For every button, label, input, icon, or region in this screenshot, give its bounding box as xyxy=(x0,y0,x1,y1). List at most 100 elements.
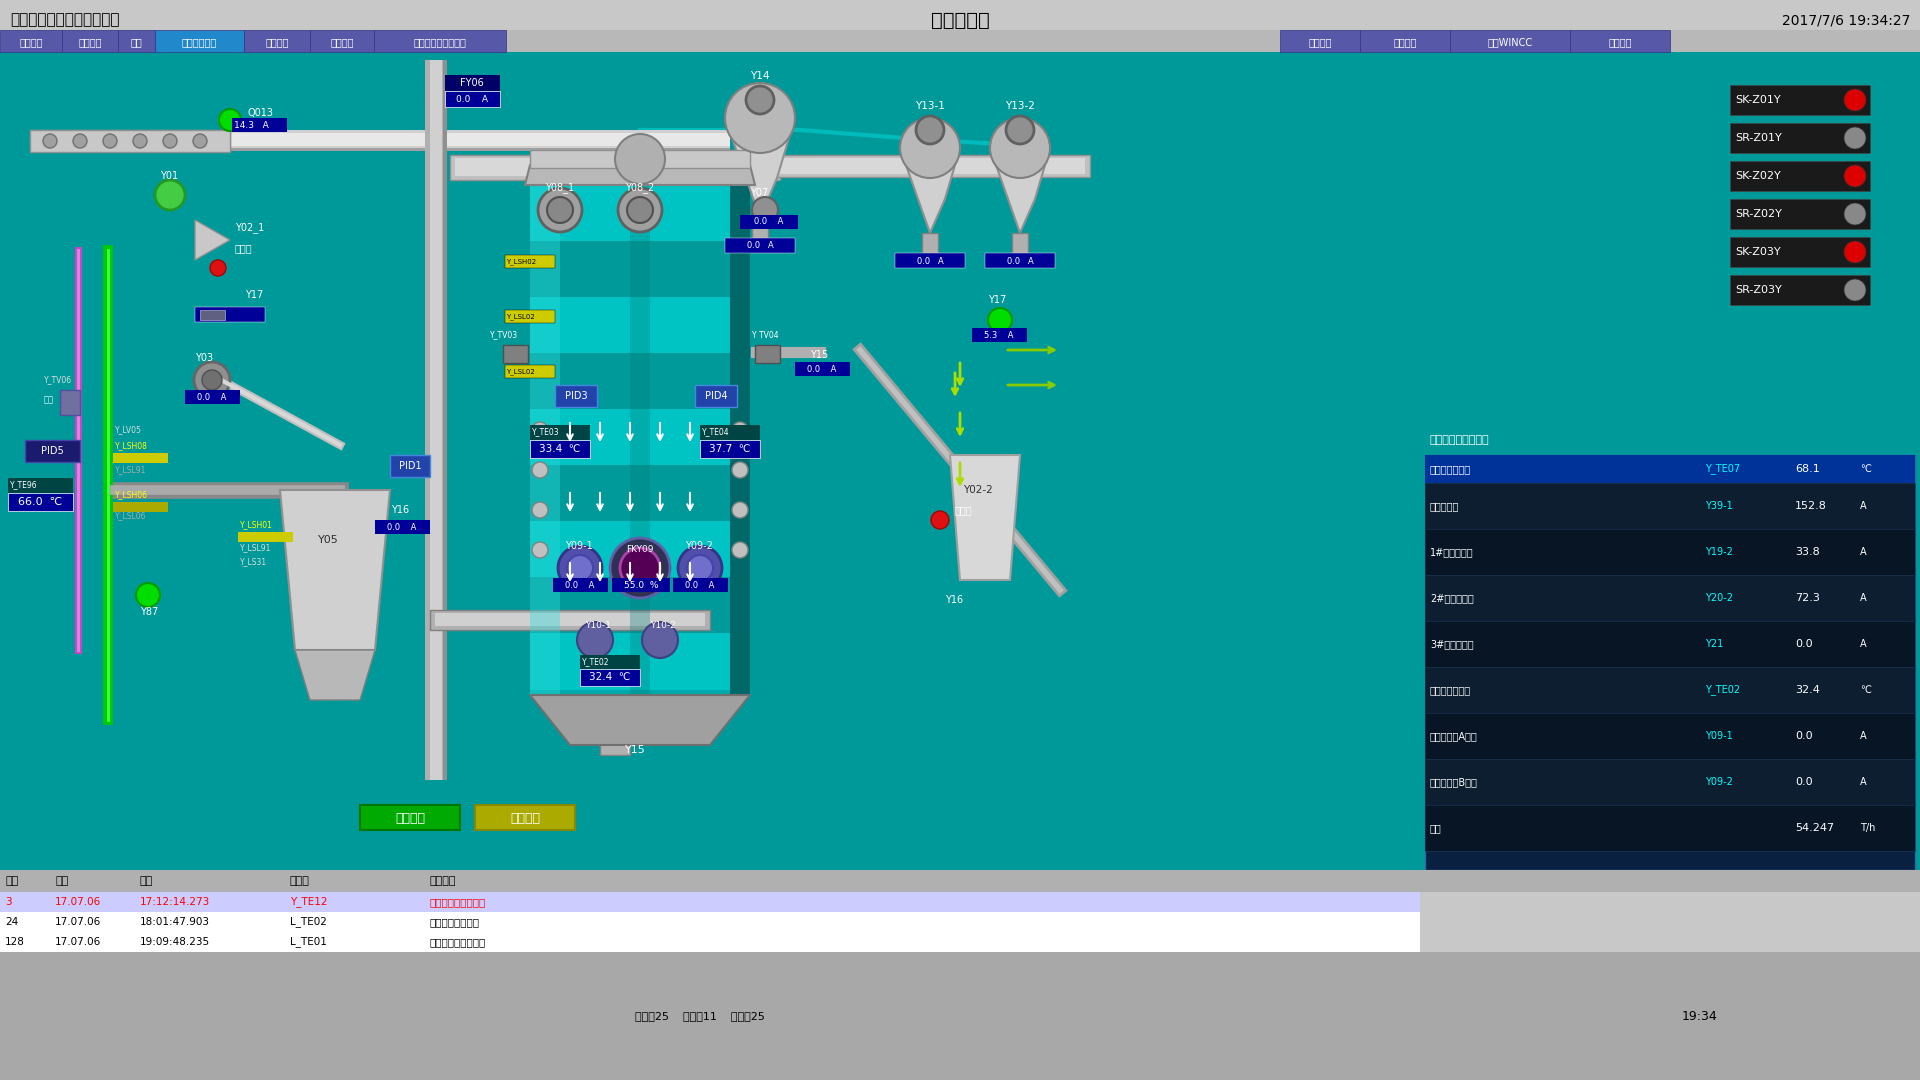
Text: Y_TV03: Y_TV03 xyxy=(490,330,518,339)
Text: Y02_1: Y02_1 xyxy=(234,222,265,233)
Text: A: A xyxy=(1860,777,1866,787)
Text: 蒸汽系统: 蒸汽系统 xyxy=(79,37,102,48)
Bar xyxy=(530,185,561,696)
Bar xyxy=(0,30,61,52)
Bar xyxy=(232,118,286,132)
Text: 5.3    A: 5.3 A xyxy=(985,330,1014,339)
Bar xyxy=(530,353,751,410)
Circle shape xyxy=(747,86,774,114)
Text: 压胚膨化: 压胚膨化 xyxy=(330,37,353,48)
Text: Y09-2: Y09-2 xyxy=(1705,777,1734,787)
Circle shape xyxy=(1843,241,1866,264)
Text: 清理: 清理 xyxy=(131,37,142,48)
Polygon shape xyxy=(726,118,795,218)
Text: Y_LV05: Y_LV05 xyxy=(115,426,142,434)
Bar xyxy=(117,30,156,52)
Bar xyxy=(1425,805,1914,851)
Circle shape xyxy=(538,188,582,232)
Circle shape xyxy=(194,134,207,148)
Bar xyxy=(244,30,309,52)
Polygon shape xyxy=(296,650,374,700)
Circle shape xyxy=(614,134,664,184)
Bar xyxy=(1730,123,1870,153)
Bar xyxy=(0,892,1421,912)
Bar xyxy=(530,633,751,690)
Text: 0.0    A: 0.0 A xyxy=(388,523,417,531)
Text: Y_LSL91: Y_LSL91 xyxy=(240,543,271,553)
Circle shape xyxy=(156,180,184,210)
Text: Y19-2: Y19-2 xyxy=(1705,546,1734,557)
Text: A: A xyxy=(1860,501,1866,511)
Text: Y07: Y07 xyxy=(751,188,768,198)
Polygon shape xyxy=(991,148,1050,233)
Bar xyxy=(1425,713,1914,759)
Polygon shape xyxy=(280,490,390,650)
Bar xyxy=(31,130,730,150)
Text: 烘干调制塔B电流: 烘干调制塔B电流 xyxy=(1430,777,1478,787)
Bar xyxy=(0,52,1920,870)
Text: 18:01:47.903: 18:01:47.903 xyxy=(140,917,209,927)
Text: 浸出班长: 浸出班长 xyxy=(1609,37,1632,48)
Text: 17:12:14.273: 17:12:14.273 xyxy=(140,897,211,907)
Text: 脱皮软化: 脱皮软化 xyxy=(265,37,288,48)
Text: 报警查询: 报警查询 xyxy=(1308,37,1332,48)
Bar xyxy=(455,158,776,176)
Text: Y08_1: Y08_1 xyxy=(545,183,574,193)
Circle shape xyxy=(532,422,547,438)
Text: 19:34: 19:34 xyxy=(1682,1010,1718,1023)
Text: 物料去脱皮分料刮板: 物料去脱皮分料刮板 xyxy=(1430,435,1490,445)
Text: 软化锅出料温度高报: 软化锅出料温度高报 xyxy=(430,897,486,907)
Text: Y02-2: Y02-2 xyxy=(964,485,993,495)
Text: Y13-2: Y13-2 xyxy=(1004,102,1035,111)
Text: Y_LSH01: Y_LSH01 xyxy=(240,521,273,529)
Polygon shape xyxy=(900,148,960,233)
Circle shape xyxy=(578,622,612,658)
Text: SR-Z03Y: SR-Z03Y xyxy=(1736,285,1782,295)
Bar xyxy=(1425,759,1914,805)
Text: Y09-1: Y09-1 xyxy=(1705,731,1732,741)
Bar xyxy=(530,577,751,634)
Circle shape xyxy=(532,542,547,558)
Circle shape xyxy=(641,622,678,658)
Bar xyxy=(776,158,1085,174)
Text: 32.4: 32.4 xyxy=(1795,685,1820,696)
Text: 14.3   A: 14.3 A xyxy=(234,121,269,130)
Text: A: A xyxy=(1860,546,1866,557)
Text: 软化锅电流: 软化锅电流 xyxy=(1430,501,1459,511)
Bar xyxy=(726,238,795,253)
Text: 17.07.06: 17.07.06 xyxy=(56,937,102,947)
Circle shape xyxy=(566,555,593,581)
Bar xyxy=(1425,483,1914,529)
Text: FKY09: FKY09 xyxy=(626,545,653,554)
Text: L_TE01: L_TE01 xyxy=(290,936,326,947)
Circle shape xyxy=(547,197,572,222)
Text: 联锁解除: 联锁解除 xyxy=(511,811,540,824)
Bar xyxy=(530,241,751,298)
Bar xyxy=(1571,30,1670,52)
Text: SK-Z03Y: SK-Z03Y xyxy=(1736,247,1780,257)
Bar xyxy=(701,440,760,458)
Bar xyxy=(390,455,430,477)
Text: Y16: Y16 xyxy=(945,595,964,605)
Bar xyxy=(8,478,73,492)
Text: ℃: ℃ xyxy=(1860,464,1870,474)
Text: 0.0: 0.0 xyxy=(1795,777,1812,787)
Text: 0.0: 0.0 xyxy=(1795,639,1812,649)
Text: A: A xyxy=(1860,639,1866,649)
Bar xyxy=(505,310,555,323)
Text: Y13-1: Y13-1 xyxy=(916,102,945,111)
Bar xyxy=(113,502,169,512)
Circle shape xyxy=(1843,203,1866,225)
Text: 脚步：25    步长：11    报警：25: 脚步：25 步长：11 报警：25 xyxy=(636,1011,764,1021)
Circle shape xyxy=(532,502,547,518)
Circle shape xyxy=(989,308,1012,332)
Bar xyxy=(985,253,1054,268)
Text: 32.4  ℃: 32.4 ℃ xyxy=(589,672,630,681)
Bar xyxy=(31,130,230,150)
Text: PID3: PID3 xyxy=(564,391,588,401)
Bar xyxy=(1730,275,1870,305)
Text: 日期: 日期 xyxy=(56,876,69,886)
Bar xyxy=(503,345,528,363)
Circle shape xyxy=(42,134,58,148)
Text: 毛坯加热器温度高报: 毛坯加热器温度高报 xyxy=(430,937,486,947)
